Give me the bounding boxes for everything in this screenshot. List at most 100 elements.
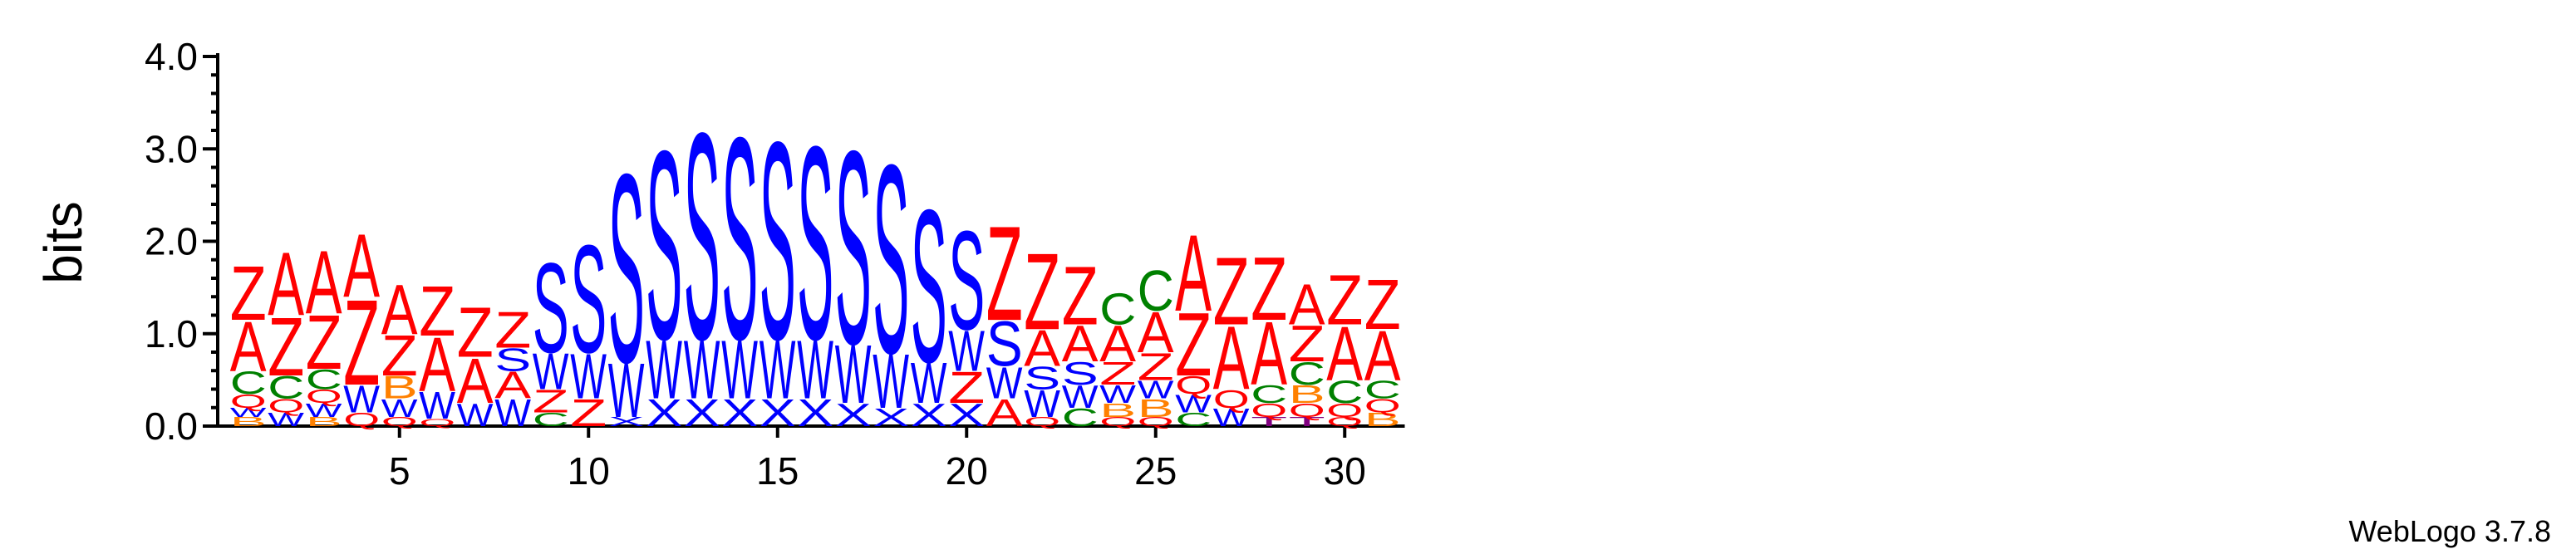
glyph-w: W: [948, 319, 985, 384]
logo-column: XWS: [835, 93, 872, 434]
glyph-c: C: [1251, 380, 1287, 409]
glyph-a: A: [457, 346, 494, 417]
glyph-z: Z: [1213, 238, 1250, 346]
glyph-z: Z: [419, 272, 455, 351]
glyph-z: Z: [1289, 316, 1325, 373]
glyph-q: Q: [230, 390, 267, 412]
glyph-q: Q: [1251, 400, 1287, 421]
glyph-z: Z: [343, 275, 380, 411]
glyph-a: A: [1364, 316, 1401, 395]
glyph-q: Q: [1289, 400, 1325, 421]
glyph-x: X: [646, 392, 682, 435]
glyph-w: W: [608, 347, 645, 434]
glyph-b: B: [381, 370, 418, 405]
glyph-s: S: [948, 202, 985, 360]
glyph-z: Z: [1138, 345, 1174, 388]
glyph-a: A: [343, 215, 380, 316]
glyph-c: C: [268, 370, 304, 405]
glyph-w: W: [457, 398, 494, 434]
x-tick-label: 5: [389, 449, 410, 493]
glyph-w: W: [306, 400, 342, 421]
glyph-a: A: [268, 234, 304, 335]
logo-column: XWS: [797, 88, 833, 434]
logo-column: XWS: [608, 117, 645, 434]
glyph-s: S: [494, 342, 531, 378]
glyph-w: W: [343, 377, 380, 420]
glyph-z: Z: [948, 363, 985, 413]
glyph-s: S: [797, 88, 833, 397]
glyph-s: S: [570, 213, 607, 385]
glyph-z: Z: [986, 198, 1023, 349]
x-axis: 5 10 15 20 25 30: [218, 424, 1405, 493]
glyph-a: A: [419, 322, 455, 409]
glyph-z: Z: [230, 250, 267, 336]
glyph-s: S: [533, 237, 569, 380]
glyph-w: W: [721, 322, 758, 416]
y-tick-label: 3.0: [145, 127, 198, 170]
glyph-z: Z: [457, 293, 494, 372]
y-tick-label: 1.0: [145, 312, 198, 355]
glyph-z: Z: [494, 302, 531, 359]
glyph-s: S: [873, 108, 909, 409]
glyph-b: B: [1099, 400, 1136, 421]
glyph-z: Z: [1099, 356, 1136, 392]
glyph-z: Z: [268, 300, 304, 394]
glyph-w: W: [570, 341, 607, 412]
glyph-t: T: [1289, 414, 1325, 429]
logo-column: ZWS: [570, 213, 607, 434]
glyph-w: W: [986, 357, 1023, 408]
glyph-w: W: [911, 351, 947, 416]
logo-column: XWS: [684, 73, 720, 435]
glyph-w: W: [419, 384, 455, 427]
glyph-w: W: [684, 322, 720, 416]
glyph-a: A: [1175, 213, 1212, 335]
glyph-z: Z: [1251, 240, 1287, 340]
glyph-x: X: [835, 398, 872, 434]
glyph-x: X: [873, 403, 909, 432]
x-tick-label: 20: [946, 449, 988, 493]
y-tick-label: 4.0: [145, 35, 198, 78]
x-tick-label: 30: [1324, 449, 1366, 493]
x-tick-label: 10: [568, 449, 610, 493]
glyph-w: W: [646, 322, 682, 416]
glyph-c: C: [1062, 403, 1099, 432]
glyph-a: A: [1062, 315, 1099, 373]
glyph-q: Q: [1326, 414, 1363, 429]
glyph-w: W: [797, 322, 833, 416]
glyph-a: A: [381, 271, 418, 350]
glyph-b: B: [1138, 394, 1174, 423]
glyph-c: C: [306, 364, 342, 395]
glyph-w: W: [835, 327, 872, 421]
glyph-q: Q: [419, 417, 455, 429]
glyph-x: X: [911, 398, 947, 434]
glyph-s: S: [721, 77, 758, 400]
glyph-z: Z: [533, 384, 569, 419]
glyph-w: W: [1099, 380, 1137, 409]
glyph-s: S: [1062, 356, 1099, 392]
glyph-w: W: [760, 322, 796, 416]
glyph-z: Z: [306, 299, 342, 385]
glyph-a: A: [1326, 311, 1363, 397]
glyph-a: A: [494, 365, 531, 407]
glyph-w: W: [268, 409, 304, 430]
glyph-s: S: [684, 73, 720, 402]
glyph-b: B: [306, 414, 342, 429]
glyph-c: C: [1138, 258, 1174, 323]
glyph-q: Q: [268, 395, 304, 417]
glyph-q: Q: [1213, 385, 1250, 414]
glyph-s: S: [646, 95, 682, 396]
glyph-s: S: [760, 82, 796, 398]
glyph-w: W: [533, 343, 569, 400]
